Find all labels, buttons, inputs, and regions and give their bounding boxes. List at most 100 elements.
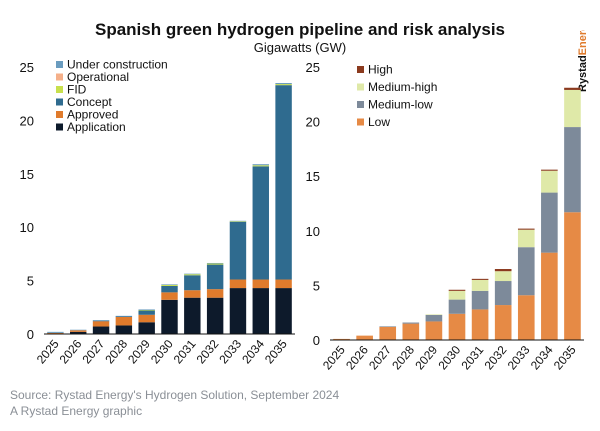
left-xtick-label: 2025: [34, 337, 62, 367]
left-xtick-label: 2027: [79, 337, 107, 367]
right-bar-segment: [564, 89, 581, 128]
svg-text:RystadEnergy: RystadEnergy: [577, 30, 589, 92]
right-xtick-label: 2031: [459, 343, 487, 373]
left-bar-segment: [115, 316, 133, 326]
left-bar-segment: [92, 320, 110, 321]
right-xtick-label: 2028: [389, 343, 417, 373]
left-xtick-label: 2031: [171, 337, 199, 367]
left-bar-segment: [229, 221, 247, 280]
left-legend-swatch: [56, 61, 63, 68]
right-bar-segment: [494, 305, 512, 340]
left-bar-segment: [252, 166, 269, 280]
left-bar-segment: [252, 279, 269, 289]
right-bar-segment: [425, 314, 443, 322]
left-bar-segment: [275, 279, 292, 289]
left-legend-swatch: [56, 86, 63, 93]
left-xtick-label: 2033: [216, 337, 244, 367]
right-bar-segment: [448, 313, 466, 340]
left-bar-segment: [206, 264, 224, 290]
left-bar-segment: [115, 315, 133, 317]
left-bar-segment: [206, 289, 224, 298]
right-bar-segment: [541, 192, 558, 253]
left-xtick-label: 2032: [194, 337, 222, 367]
right-bar-segment: [517, 247, 535, 296]
left-bar-segment: [184, 275, 201, 291]
right-bar-segment: [517, 228, 535, 230]
left-legend-label: Operational: [67, 70, 129, 84]
left-bar-segment: [92, 326, 110, 334]
left-bar-segment: [138, 322, 155, 334]
left-bar-segment: [70, 329, 87, 331]
right-bar-segment: [494, 281, 512, 306]
right-bar-segment: [402, 323, 420, 340]
left-bar-segment: [229, 288, 247, 334]
right-bar-segment: [494, 271, 512, 282]
right-legend-label: Medium-low: [368, 98, 433, 112]
right-legend-label: Low: [368, 115, 390, 129]
left-bar-segment: [161, 299, 178, 334]
right-bar-segment: [471, 290, 489, 310]
right-bar-segment: [471, 279, 489, 291]
right-ytick-label: 25: [306, 60, 320, 75]
left-bar-segment: [138, 309, 155, 311]
right-xtick-label: 2032: [482, 343, 510, 373]
credit-note: A Rystad Energy graphic: [10, 404, 143, 418]
left-bar-segment: [252, 288, 269, 334]
right-xtick-label: 2027: [366, 343, 394, 373]
left-bar-segment: [161, 292, 178, 300]
right-xtick-label: 2030: [435, 343, 463, 373]
left-bar-segment: [275, 288, 292, 334]
right-bar-segment: [448, 290, 466, 300]
left-bar-segment: [229, 220, 247, 222]
left-legend-label: Application: [67, 120, 126, 134]
left-bar-segment: [70, 330, 87, 332]
left-ytick-label: 10: [20, 220, 34, 235]
right-xtick-label: 2025: [320, 343, 348, 373]
right-xtick-label: 2033: [505, 343, 533, 373]
left-bar-segment: [184, 290, 201, 298]
left-bar-segment: [184, 274, 201, 276]
right-legend-label: Medium-high: [368, 80, 437, 94]
left-bar-segment: [275, 84, 292, 86]
left-xtick-label: 2029: [125, 337, 153, 367]
source-note: Source: Rystad Energy's Hydrogen Solutio…: [10, 388, 340, 402]
left-bar-segment: [275, 83, 292, 85]
left-xtick-label: 2026: [57, 337, 85, 367]
left-legend-swatch: [56, 73, 63, 81]
left-bar-segment: [92, 320, 110, 322]
left-bar-segment: [92, 321, 110, 327]
left-bar-segment: [206, 263, 224, 265]
left-xtick-label: 2034: [239, 337, 267, 367]
left-bar-segment: [161, 284, 178, 285]
left-legend-swatch: [56, 98, 63, 106]
right-bar-segment: [425, 321, 443, 340]
right-bar-segment: [425, 314, 443, 315]
left-legend-label: Under construction: [67, 58, 168, 72]
right-ytick-label: 15: [306, 169, 320, 184]
left-ytick-label: 20: [20, 113, 34, 128]
chart-subtitle: Gigawatts (GW): [253, 40, 347, 55]
right-bar-segment: [333, 338, 350, 340]
left-bar-segment: [138, 309, 155, 311]
left-bar-segment: [229, 221, 247, 222]
right-bar-segment: [564, 127, 581, 213]
right-legend-swatch: [357, 101, 364, 108]
right-xtick-label: 2034: [528, 343, 556, 373]
left-legend-swatch: [56, 111, 63, 118]
right-xtick-label: 2035: [551, 343, 579, 373]
left-ytick-label: 5: [27, 274, 34, 289]
right-bar-segment: [379, 326, 397, 340]
right-bar-segment: [448, 289, 466, 291]
left-legend-label: FID: [67, 83, 87, 97]
left-bar-segment: [206, 297, 224, 334]
left-bar-segment: [161, 285, 178, 293]
right-bar-segment: [402, 322, 420, 324]
right-bar-segment: [494, 269, 512, 272]
left-bar-segment: [47, 331, 64, 333]
right-bar-segment: [541, 170, 558, 193]
left-bar-segment: [252, 165, 269, 167]
left-ytick-label: 15: [20, 167, 34, 182]
right-ytick-label: 10: [306, 224, 320, 239]
left-bar-segment: [138, 314, 155, 323]
